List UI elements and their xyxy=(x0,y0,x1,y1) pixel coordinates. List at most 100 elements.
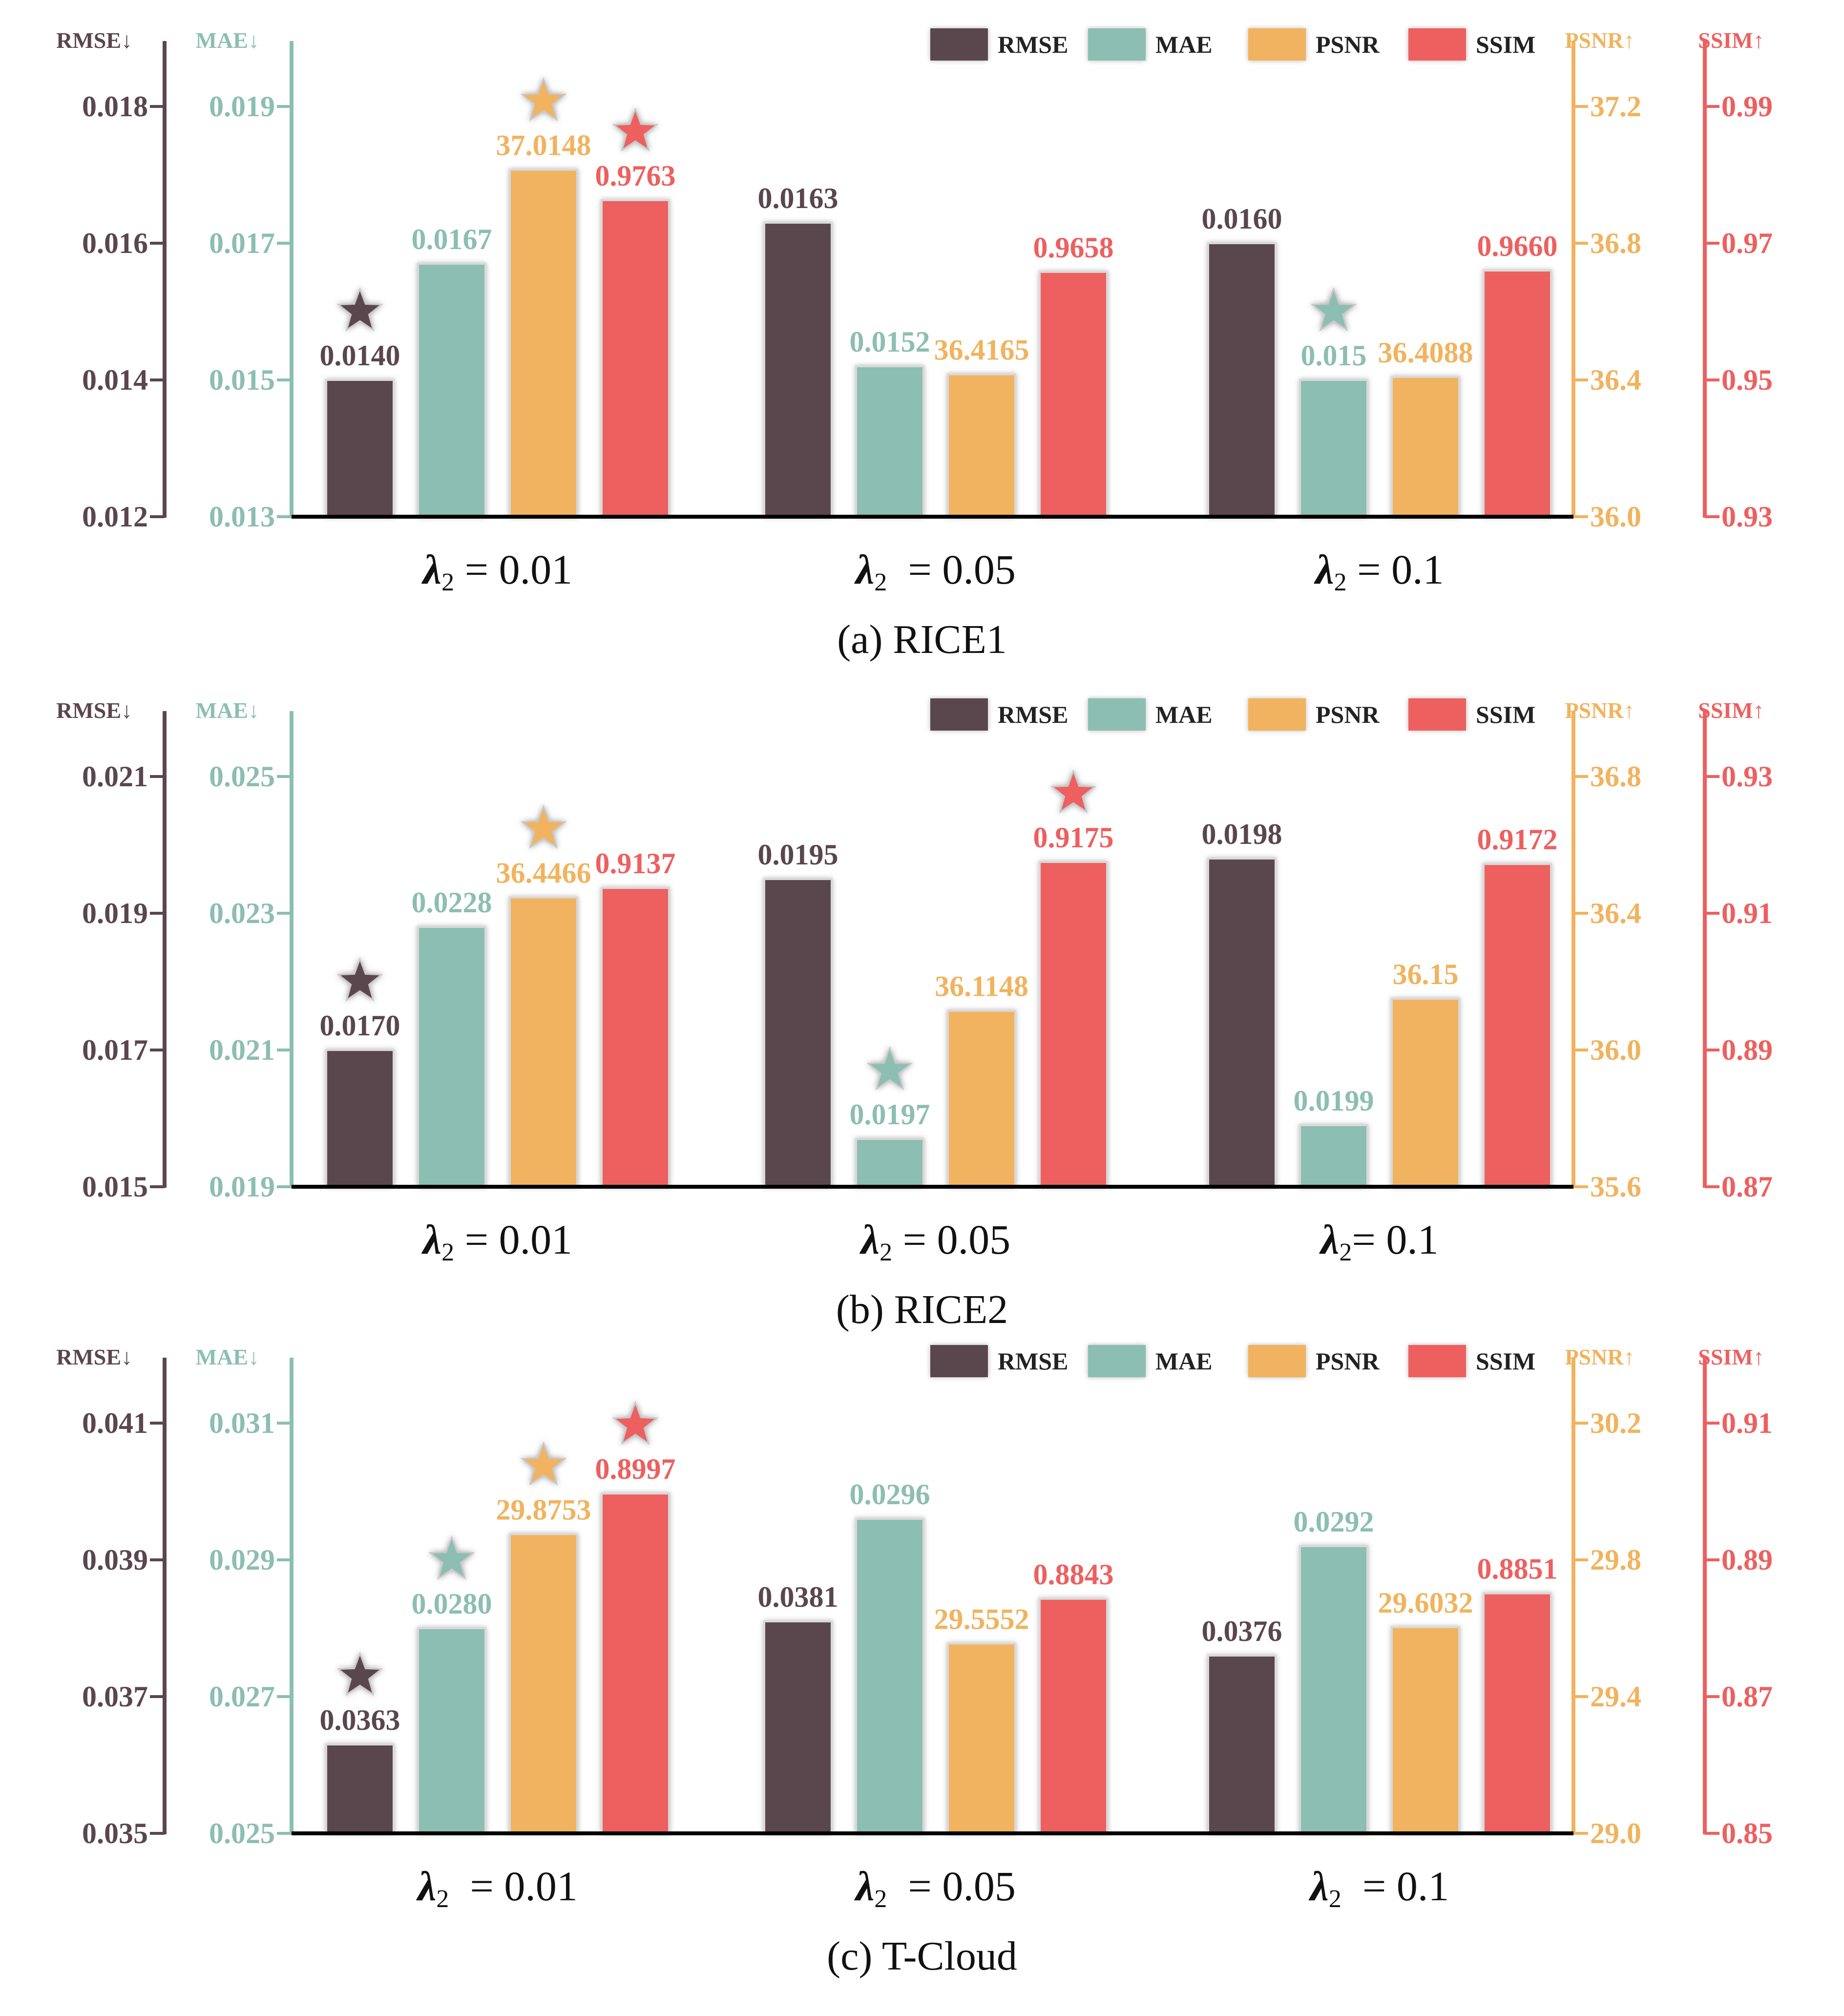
data-label: 0.0228 xyxy=(412,886,492,919)
best-star-icon xyxy=(520,77,567,122)
data-label: 0.9763 xyxy=(595,160,676,192)
panel-caption: (b) RICE2 xyxy=(836,1287,1008,1332)
bar xyxy=(1299,1124,1368,1188)
data-label: 0.0163 xyxy=(758,182,838,214)
data-label: 0.9172 xyxy=(1477,823,1558,856)
tick-label: 0.029 xyxy=(209,1544,275,1576)
tick-label: 0.015 xyxy=(209,364,275,396)
best-star-icon xyxy=(336,287,383,332)
tick-label: 0.019 xyxy=(82,897,148,929)
rmse-series: 0.0140 0.0163 0.0160 xyxy=(320,182,1282,518)
ssim-axis-title: SSIM↑ xyxy=(1698,1344,1764,1369)
legend-item-mae: MAE xyxy=(1088,28,1213,61)
legend-item-rmse: RMSE xyxy=(930,28,1068,61)
tick-label: 0.023 xyxy=(209,897,275,929)
bar xyxy=(855,365,924,518)
legend-swatch xyxy=(1408,1345,1466,1377)
tick-label: 0.89 xyxy=(1721,1544,1773,1576)
bar xyxy=(1299,1545,1368,1834)
category-label: λ2 = 0.01 xyxy=(421,546,572,596)
data-label: 0.9175 xyxy=(1033,821,1114,854)
bar xyxy=(947,373,1016,518)
data-label: 0.0296 xyxy=(850,1478,930,1511)
legend-label: PSNR xyxy=(1316,31,1380,58)
category-value: = 0.01 xyxy=(449,1863,578,1910)
psnr-axis-title: PSNR↑ xyxy=(1565,1344,1634,1369)
category-value: = 0.1 xyxy=(1341,1863,1449,1910)
rmse-series: 0.0170 0.0195 0.0198 xyxy=(320,818,1282,1188)
legend-label: RMSE xyxy=(998,701,1068,728)
category-label: λ2 = 0.1 xyxy=(1309,1863,1449,1913)
chart-panel-2: RMSE↓ 0.015 0.017 0.019 0.021 MAE↓ 0.019 0.021 0… xyxy=(56,698,1773,1332)
rmse-axis-title: RMSE↓ xyxy=(56,1344,132,1369)
legend-swatch xyxy=(1088,28,1146,61)
best-star-icon xyxy=(336,1651,383,1696)
legend-label: MAE xyxy=(1155,701,1213,728)
data-label: 36.4466 xyxy=(496,857,591,889)
panel-caption: (c) T-Cloud xyxy=(827,1933,1017,1979)
category-subscript: 2 xyxy=(1329,1885,1341,1913)
tick-label: 0.012 xyxy=(82,501,148,533)
tick-label: 0.018 xyxy=(82,90,148,123)
tick-label: 0.017 xyxy=(82,1034,148,1066)
data-label: 0.015 xyxy=(1301,339,1367,372)
category-symbol: λ xyxy=(859,1216,880,1263)
data-label: 0.0199 xyxy=(1294,1085,1374,1117)
legend-swatch xyxy=(930,698,988,731)
bar xyxy=(417,926,486,1188)
legend-item-ssim: SSIM xyxy=(1408,1345,1535,1377)
psnr-axis-title: PSNR↑ xyxy=(1565,698,1634,723)
tick-label: 0.99 xyxy=(1721,90,1773,123)
tick-label: 0.021 xyxy=(82,760,148,793)
tick-label: 0.91 xyxy=(1721,1407,1773,1439)
bar xyxy=(601,1492,670,1834)
best-star-icon xyxy=(428,1535,475,1580)
bar xyxy=(601,199,670,518)
best-star-icon xyxy=(520,1441,567,1486)
ssim-axis: SSIM↑ 0.93 0.95 0.97 0.99 xyxy=(1698,28,1773,533)
data-label: 0.8843 xyxy=(1033,1558,1114,1591)
ssim-series: 0.8997 0.8843 0.8851 xyxy=(595,1400,1558,1835)
ssim-series: 0.9763 0.9658 0.9660 xyxy=(595,107,1558,518)
tick-label: 36.4 xyxy=(1590,364,1641,396)
data-label: 0.0381 xyxy=(758,1581,838,1613)
mae-axis: MAE↓ 0.013 0.015 0.017 0.019 xyxy=(196,28,293,533)
legend-item-psnr: PSNR xyxy=(1248,1345,1380,1377)
bar xyxy=(1039,861,1108,1188)
bar xyxy=(1207,242,1277,518)
bar xyxy=(1299,379,1368,518)
legend-swatch xyxy=(1248,1345,1306,1377)
legend-swatch xyxy=(1088,1345,1146,1377)
tick-label: 36.8 xyxy=(1590,760,1641,793)
bar xyxy=(855,1518,924,1834)
psnr-series: 29.8753 29.5552 29.6032 xyxy=(496,1441,1473,1835)
category-label: λ2 = 0.1 xyxy=(1314,546,1444,596)
data-label: 0.0167 xyxy=(412,223,492,255)
legend-label: SSIM xyxy=(1476,701,1535,728)
tick-label: 0.89 xyxy=(1721,1034,1773,1066)
tick-label: 0.97 xyxy=(1721,227,1773,259)
ssim-axis: SSIM↑ 0.87 0.89 0.91 0.93 xyxy=(1698,698,1773,1203)
best-star-icon xyxy=(612,1400,659,1445)
category-subscript: 2 xyxy=(1334,568,1347,596)
data-label: 0.0170 xyxy=(320,1009,400,1042)
tick-label: 0.015 xyxy=(82,1171,148,1203)
bar xyxy=(855,1138,924,1188)
tick-label: 0.93 xyxy=(1721,501,1773,533)
category-symbol: λ xyxy=(1314,546,1334,593)
legend-label: RMSE xyxy=(998,1347,1068,1375)
legend-swatch xyxy=(1408,698,1466,731)
category-label: λ2 = 0.01 xyxy=(421,1216,572,1266)
legend: RMSE MAE PSNR SSIM xyxy=(930,698,1535,731)
bar xyxy=(1207,858,1277,1188)
tick-label: 29.0 xyxy=(1590,1817,1641,1849)
legend: RMSE MAE PSNR SSIM xyxy=(930,1345,1535,1377)
tick-label: 0.037 xyxy=(82,1680,148,1713)
tick-label: 0.93 xyxy=(1721,760,1773,793)
category-value: = 0.1 xyxy=(1352,1216,1439,1263)
bar xyxy=(1483,270,1552,518)
bar xyxy=(325,1743,395,1834)
category-subscript: 2 xyxy=(441,568,454,596)
chart-panel-3: RMSE↓ 0.035 0.037 0.039 0.041 MAE↓ 0.025 0.027 0… xyxy=(56,1344,1773,1979)
